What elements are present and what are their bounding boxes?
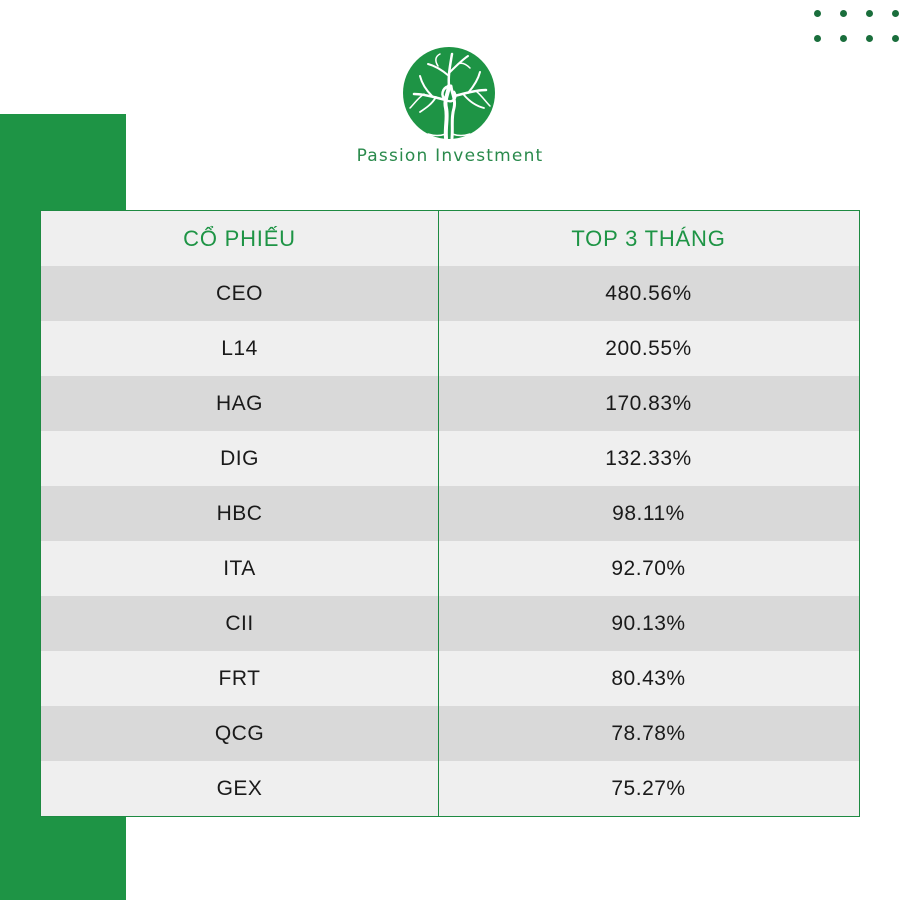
change-cell: 78.78% <box>611 722 686 745</box>
performance-table: CỔ PHIẾU TOP 3 THÁNG CEO 480.56% L14 200… <box>40 210 860 817</box>
ticker-cell: ITA <box>223 557 256 580</box>
table-row: HBC 98.11% <box>41 486 859 541</box>
table-row: CII 90.13% <box>41 596 859 651</box>
dot <box>866 35 873 42</box>
change-cell: 200.55% <box>605 337 692 360</box>
ticker-cell: QCG <box>214 722 265 745</box>
change-cell: 92.70% <box>611 557 686 580</box>
table-row: ITA 92.70% <box>41 541 859 596</box>
dot <box>814 10 821 17</box>
dot <box>814 35 821 42</box>
ticker-cell: CEO <box>215 282 263 305</box>
table-row: FRT 80.43% <box>41 651 859 706</box>
ticker-cell: L14 <box>221 337 258 360</box>
dot <box>840 35 847 42</box>
ticker-cell: DIG <box>220 447 259 470</box>
decorative-dots <box>812 6 900 48</box>
change-cell: 170.83% <box>605 392 692 415</box>
column-divider <box>438 211 439 816</box>
table-row: DIG 132.33% <box>41 431 859 486</box>
table-header-row: CỔ PHIẾU TOP 3 THÁNG <box>41 211 859 266</box>
dot <box>866 10 873 17</box>
ticker-cell: HBC <box>216 502 263 525</box>
table-row: HAG 170.83% <box>41 376 859 431</box>
table-row: CEO 480.56% <box>41 266 859 321</box>
dot <box>840 10 847 17</box>
change-cell: 90.13% <box>611 612 686 635</box>
table-row: QCG 78.78% <box>41 706 859 761</box>
change-cell: 98.11% <box>612 502 685 525</box>
dot <box>892 10 899 17</box>
brand-name: Passion Investment <box>356 146 544 166</box>
ticker-cell: FRT <box>218 667 261 690</box>
table-row: GEX 75.27% <box>41 761 859 816</box>
ticker-cell: GEX <box>216 777 263 800</box>
header-top-3-months: TOP 3 THÁNG <box>571 226 726 251</box>
tree-icon <box>402 46 496 140</box>
change-cell: 480.56% <box>605 282 692 305</box>
change-cell: 80.43% <box>611 667 686 690</box>
ticker-cell: CII <box>225 612 254 635</box>
dot <box>892 35 899 42</box>
header-stock: CỔ PHIẾU <box>183 226 296 251</box>
change-cell: 75.27% <box>611 777 686 800</box>
table-row: L14 200.55% <box>41 321 859 376</box>
ticker-cell: HAG <box>215 392 263 415</box>
change-cell: 132.33% <box>605 447 692 470</box>
